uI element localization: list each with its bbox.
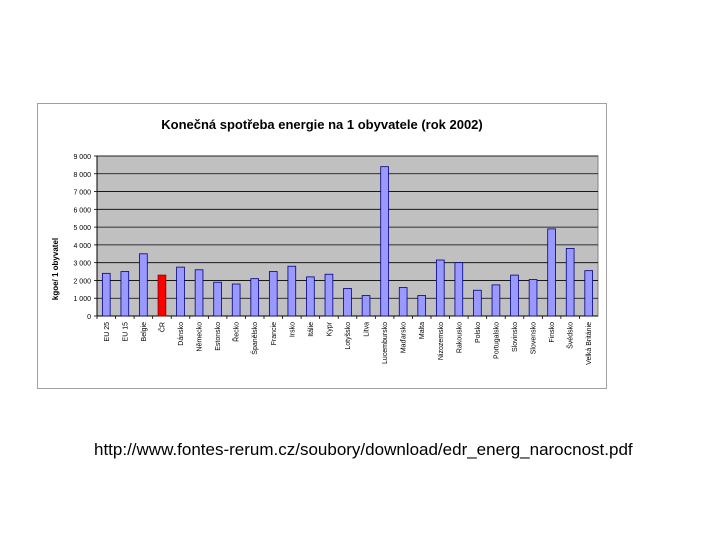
x-tick-label: Malta [419,322,426,339]
bar [343,288,352,317]
bar [380,166,389,317]
x-tick-label: Švédsko [566,322,575,349]
y-tick-label: 7 000 [73,190,91,197]
bar [361,295,371,317]
bar [398,287,408,317]
x-tick-label: Francie [271,322,278,345]
x-tick-label: Velká Británie [586,322,593,365]
x-tick-label: Polsko [475,322,482,343]
bar [231,283,241,317]
x-tick-label: EU 25 [104,322,111,342]
y-tick-label: 3 000 [73,261,91,268]
source-url: http://www.fontes-rerum.cz/soubory/downl… [94,440,633,459]
x-tick-label: Portugalsko [493,322,500,359]
bar [324,273,334,317]
y-tick-label: 2 000 [73,278,91,285]
bar [510,274,519,317]
bar [139,253,148,317]
bar [306,276,315,317]
x-tick-label: ČR [157,322,166,332]
bar [213,281,222,317]
x-tick-label: EU 15 [122,322,129,342]
bar [157,274,167,317]
x-tick-label: Nizozemsko [438,322,445,360]
x-tick-label: Lotyšsko [345,322,352,350]
y-axis-label: kgoe/ 1 obyvatel [51,238,60,300]
y-tick-label: 0 [87,314,91,321]
bar [491,284,501,317]
bar [250,278,260,317]
x-tick-label: Slovinsko [512,322,519,352]
x-tick-label: Maďarsko [401,322,408,353]
chart-frame: Konečná spotřeba energie na 1 obyvatele … [37,103,607,389]
bar [454,262,464,317]
x-tick-label: Řecko [232,322,241,342]
x-tick-label: Slovensko [531,322,538,354]
bar [473,289,482,317]
bar [268,271,278,317]
chart-title: Konečná spotřeba energie na 1 obyvatele … [161,117,483,132]
y-tick-label: 4 000 [73,243,91,250]
bar [565,248,575,317]
bar [435,259,445,317]
bar [101,272,111,317]
x-tick-label: Rakousko [456,322,463,353]
x-tick-label: Dánsko [178,322,185,346]
x-tick-label: Litva [364,322,371,337]
x-tick-label: Španělsko [250,322,259,355]
bar [194,269,204,317]
x-tick-label: Německo [197,322,204,352]
bar-chart: Konečná spotřeba energie na 1 obyvatele … [51,117,599,365]
x-tick-label: Irsko [289,322,296,337]
y-tick-label: 9 000 [73,154,91,161]
x-tick-label: Kypr [326,321,333,336]
x-tick-label: Lucembursko [382,322,389,364]
bar [120,271,130,317]
plot-area: 0 1 000 2 000 3 000 4 000 5 000 6 000 7 000 8 00… [73,154,599,365]
x-tick-label: Belgie [141,322,148,342]
x-tick-label: Finsko [549,322,556,343]
bar [417,295,427,317]
y-tick-label: 6 000 [73,207,91,214]
bar [287,265,297,317]
bar [176,266,185,317]
bar [528,279,538,317]
x-tick-label: Itálie [308,322,315,337]
bar [584,270,594,317]
y-tick-label: 8 000 [73,172,91,179]
bar [547,228,556,317]
y-tick-label: 5 000 [73,225,91,232]
y-tick-label: 1 000 [73,296,91,303]
x-tick-label: Estonsko [215,322,222,351]
